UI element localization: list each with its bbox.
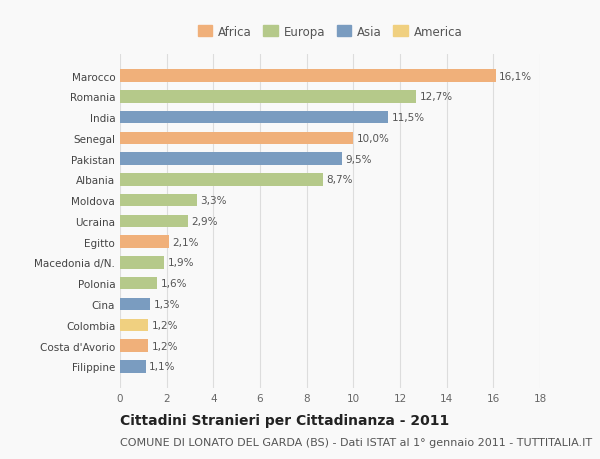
Legend: Africa, Europa, Asia, America: Africa, Europa, Asia, America [193, 21, 467, 44]
Bar [120, 153, 341, 166]
Text: 10,0%: 10,0% [357, 134, 390, 144]
Bar [120, 132, 353, 145]
Text: 11,5%: 11,5% [392, 113, 425, 123]
Text: 2,1%: 2,1% [173, 237, 199, 247]
Text: 8,7%: 8,7% [326, 175, 353, 185]
Bar [120, 174, 323, 186]
Bar [120, 340, 148, 352]
Text: 12,7%: 12,7% [420, 92, 453, 102]
Bar [120, 91, 416, 103]
Bar [120, 112, 388, 124]
Text: COMUNE DI LONATO DEL GARDA (BS) - Dati ISTAT al 1° gennaio 2011 - TUTTITALIA.IT: COMUNE DI LONATO DEL GARDA (BS) - Dati I… [120, 437, 592, 447]
Text: 1,2%: 1,2% [151, 320, 178, 330]
Text: 1,2%: 1,2% [151, 341, 178, 351]
Text: 2,9%: 2,9% [191, 217, 218, 226]
Bar [120, 319, 148, 331]
Bar [120, 195, 197, 207]
Text: 16,1%: 16,1% [499, 72, 532, 81]
Text: Cittadini Stranieri per Cittadinanza - 2011: Cittadini Stranieri per Cittadinanza - 2… [120, 413, 449, 427]
Text: 1,3%: 1,3% [154, 299, 181, 309]
Bar [120, 215, 188, 228]
Bar [120, 360, 146, 373]
Text: 1,6%: 1,6% [161, 279, 187, 289]
Text: 1,1%: 1,1% [149, 362, 176, 371]
Bar [120, 257, 164, 269]
Bar [120, 70, 496, 83]
Bar [120, 236, 169, 248]
Text: 1,9%: 1,9% [168, 258, 194, 268]
Bar [120, 277, 157, 290]
Text: 9,5%: 9,5% [345, 154, 371, 164]
Bar [120, 298, 151, 311]
Text: 3,3%: 3,3% [200, 196, 227, 206]
